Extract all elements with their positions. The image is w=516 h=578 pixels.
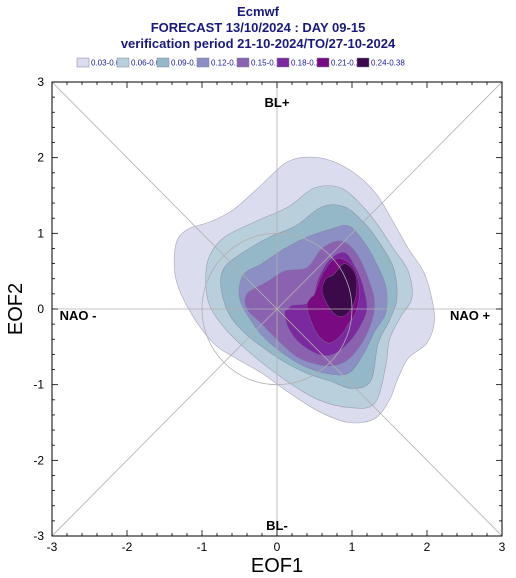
regime-label-left: NAO - xyxy=(60,308,97,323)
y-axis-title: EOF2 xyxy=(5,283,27,335)
contour-level-8 xyxy=(321,263,358,317)
chart-title-model: Ecmwf xyxy=(237,4,279,19)
legend-swatch xyxy=(116,57,130,68)
x-tick-label: 1 xyxy=(349,540,356,554)
legend-swatch xyxy=(356,57,370,68)
legend-swatch xyxy=(196,57,210,68)
y-tick-label: 1 xyxy=(37,226,44,240)
x-tick-label: 0 xyxy=(274,540,281,554)
legend-label: 0.03-0.06 xyxy=(91,59,125,68)
regime-label-bottom: BL- xyxy=(266,518,288,533)
chart-title-forecast: FORECAST 13/10/2024 : DAY 09-15 xyxy=(150,20,366,35)
y-tick-label: 0 xyxy=(37,302,44,316)
legend-label: 0.12-0.15 xyxy=(211,59,245,68)
x-tick-label: 2 xyxy=(424,540,431,554)
x-tick-label: -3 xyxy=(47,540,58,554)
regime-label-top: BL+ xyxy=(265,95,290,110)
legend-label: 0.09-0.12 xyxy=(171,59,205,68)
legend-swatch xyxy=(156,57,170,68)
legend-label: 0.21-0.24 xyxy=(331,59,365,68)
y-tick-label: 3 xyxy=(37,75,44,89)
regime-label-right: NAO + xyxy=(450,308,491,323)
x-tick-label: -2 xyxy=(122,540,133,554)
legend-swatch xyxy=(276,57,290,68)
y-tick-label: -1 xyxy=(33,378,44,392)
chart-title-verification: verification period 21-10-2024/TO/27-10-… xyxy=(120,36,396,51)
x-tick-label: 3 xyxy=(499,540,506,554)
legend-label: 0.18-0.21 xyxy=(291,59,325,68)
x-axis-title: EOF1 xyxy=(251,555,303,577)
y-tick-label: 2 xyxy=(37,151,44,165)
legend-label: 0.15-0.18 xyxy=(251,59,285,68)
axis-ticks: -3 -2 -1 0 1 2 3 -3 -2 -1 0 1 2 3 xyxy=(33,75,505,554)
legend-swatch xyxy=(76,57,90,68)
guide-lines xyxy=(52,82,502,536)
reference-circle xyxy=(201,232,353,386)
legend-swatch xyxy=(236,57,250,68)
legend: 0.03-0.06 0.06-0.09 0.09-0.12 0.12-0.15 0.15… xyxy=(76,57,405,68)
legend-swatch xyxy=(316,57,330,68)
y-tick-label: -2 xyxy=(33,453,44,467)
legend-label: 0.06-0.09 xyxy=(131,59,165,68)
legend-label: 0.24-0.38 xyxy=(371,59,405,68)
x-tick-label: -1 xyxy=(197,540,208,554)
y-tick-label: -3 xyxy=(33,529,44,543)
